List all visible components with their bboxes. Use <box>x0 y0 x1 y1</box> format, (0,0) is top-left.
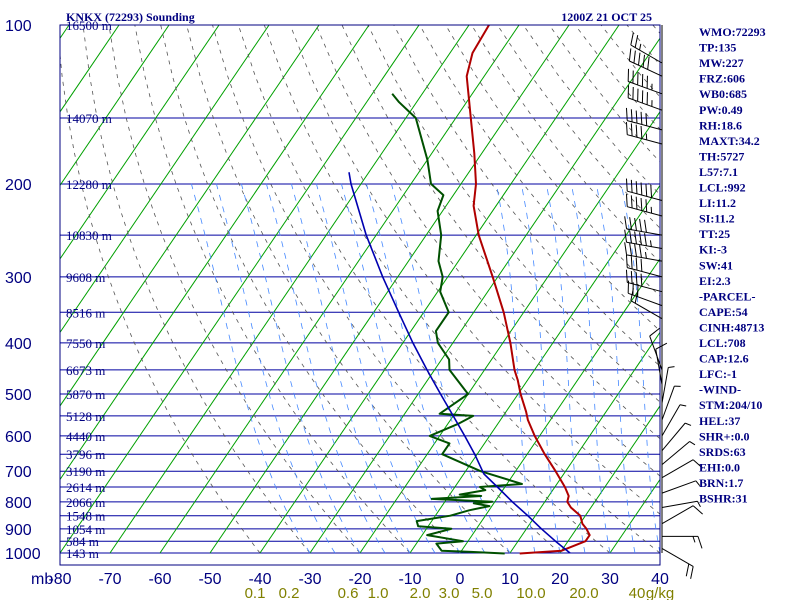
index-line: LFC:-1 <box>699 367 737 381</box>
height-label: 6673 m <box>66 363 105 378</box>
index-line: LCL:708 <box>699 336 746 350</box>
mixing-ratio-label: 20.0 <box>569 585 598 600</box>
index-line: FRZ:606 <box>699 72 745 86</box>
temperature-tick-label: -30 <box>298 571 321 588</box>
mixing-ratio-label: 40 <box>629 585 646 600</box>
pressure-tick-label: 500 <box>5 387 32 404</box>
index-line: STM:204/10 <box>699 398 762 412</box>
mixing-ratio-label: 10.0 <box>516 585 545 600</box>
height-label: 5128 m <box>66 409 105 424</box>
height-label: 2614 m <box>66 480 105 495</box>
pressure-tick-label: 1000 <box>5 546 41 563</box>
mixing-ratio-label: 0.1 <box>245 585 266 600</box>
pressure-tick-label: 700 <box>5 464 32 481</box>
index-line: MW:227 <box>699 56 744 70</box>
index-line: WMO:72293 <box>699 25 766 39</box>
pressure-tick-label: 800 <box>5 495 32 512</box>
pressure-tick-label: 400 <box>5 336 32 353</box>
index-line: MAXT:34.2 <box>699 134 760 148</box>
height-label: 10830 m <box>66 228 112 243</box>
index-line: BSHR:31 <box>699 492 748 506</box>
height-label: 3796 m <box>66 447 105 462</box>
mixing-ratio-label: 0.6 <box>338 585 359 600</box>
index-line: SHR+:0.0 <box>699 429 750 443</box>
index-line: -PARCEL- <box>699 289 755 303</box>
temperature-tick-label: -80 <box>48 571 71 588</box>
pressure-tick-label: 100 <box>5 18 32 35</box>
temperature-tick-label: 20 <box>551 571 569 588</box>
temperature-tick-label: -60 <box>148 571 171 588</box>
station-title: KNKX (72293) Sounding <box>66 10 195 24</box>
index-line: LI:11.2 <box>699 196 736 210</box>
height-label: 8516 m <box>66 305 105 320</box>
index-line: TH:5727 <box>699 149 744 163</box>
index-line: CINH:48713 <box>699 320 764 334</box>
height-label: 12280 m <box>66 177 112 192</box>
pressure-tick-label: 200 <box>5 177 32 194</box>
mixing-ratio-label: 2.0 <box>410 585 431 600</box>
index-line: SRDS:63 <box>699 445 746 459</box>
mixing-ratio-label: 5.0 <box>472 585 493 600</box>
index-line: TP:135 <box>699 41 736 55</box>
height-label: 2066 m <box>66 495 105 510</box>
height-label: 143 m <box>66 546 99 561</box>
index-line: EI:2.3 <box>699 274 731 288</box>
index-line: KI:-3 <box>699 243 727 257</box>
mixing-ratio-label: 3.0 <box>439 585 460 600</box>
index-line: PW:0.49 <box>699 103 743 117</box>
height-label: 7550 m <box>66 336 105 351</box>
pressure-tick-label: 600 <box>5 429 32 446</box>
sounding-time: 1200Z 21 OCT 25 <box>561 10 652 24</box>
height-label: 4440 m <box>66 429 105 444</box>
index-line: -WIND- <box>699 383 741 397</box>
index-line: CAPE:54 <box>699 305 748 319</box>
pressure-tick-label: 900 <box>5 522 32 539</box>
mixing-ratio-label: 0.2 <box>279 585 300 600</box>
index-line: EHI:0.0 <box>699 460 740 474</box>
index-line: WB0:685 <box>699 87 747 101</box>
pressure-tick-label: 300 <box>5 270 32 287</box>
height-label: 9608 m <box>66 270 105 285</box>
height-label: 14070 m <box>66 111 112 126</box>
index-line: TT:25 <box>699 227 730 241</box>
index-line: LCL:992 <box>699 181 746 195</box>
height-label: 3190 m <box>66 464 105 479</box>
height-label: 5870 m <box>66 387 105 402</box>
index-line: RH:18.6 <box>699 118 742 132</box>
mixing-ratio-label: 1.0 <box>368 585 389 600</box>
index-line: BRN:1.7 <box>699 476 743 490</box>
mixing-ratio-label: g/kg <box>646 585 674 600</box>
temperature-tick-label: 30 <box>601 571 619 588</box>
index-line: SI:11.2 <box>699 212 735 226</box>
index-line: HEL:37 <box>699 414 740 428</box>
index-line: CAP:12.6 <box>699 352 749 366</box>
index-line: L57:7.1 <box>699 165 738 179</box>
index-line: SW:41 <box>699 258 733 272</box>
temperature-tick-label: -50 <box>198 571 221 588</box>
temperature-tick-label: -70 <box>98 571 121 588</box>
